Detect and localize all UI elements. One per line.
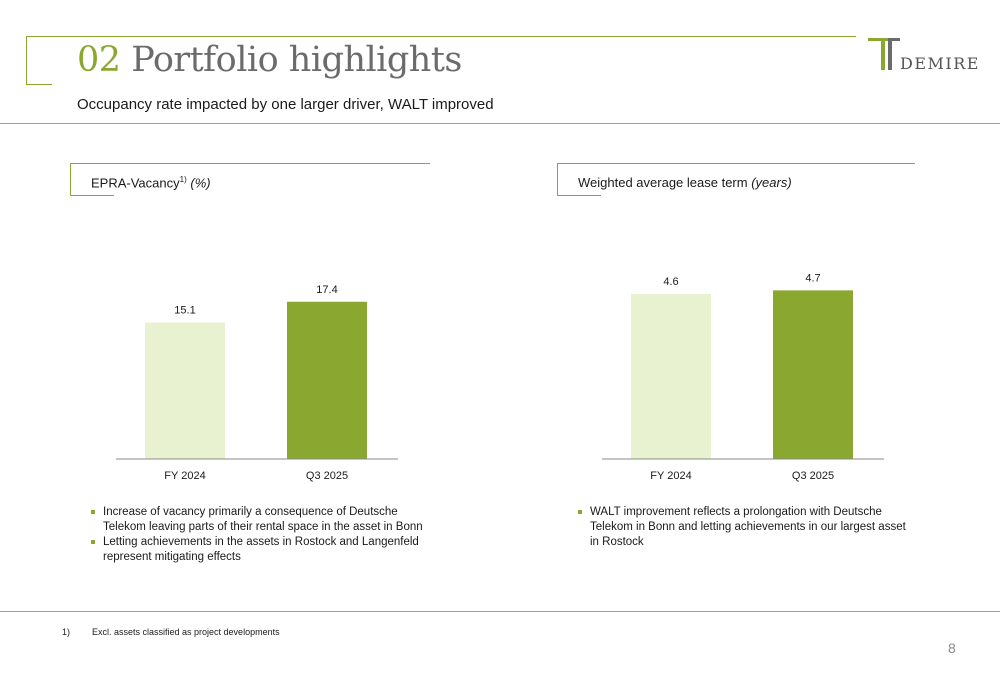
x-tick-label: Q3 2025 xyxy=(792,470,834,482)
header-divider xyxy=(0,123,1000,124)
data-label: 4.6 xyxy=(663,276,678,288)
logo-text: DEMIRE xyxy=(900,54,980,73)
section-frame-line xyxy=(557,163,915,164)
walt-bullet-list: WALT improvement reflects a prolongation… xyxy=(578,505,908,550)
x-tick-label: FY 2024 xyxy=(650,470,691,482)
list-item: Increase of vacancy primarily a conseque… xyxy=(91,505,436,535)
title-text: Portfolio highlights xyxy=(131,40,462,80)
data-label: 15.1 xyxy=(174,305,195,317)
vacancy-bar-chart: 15.1 FY 2024 17.4 Q3 2025 xyxy=(116,284,398,482)
walt-bar-chart: 4.6 FY 2024 4.7 Q3 2025 xyxy=(602,272,884,482)
footnote: 1) Excl. assets classified as project dev… xyxy=(62,627,280,637)
page-number: 8 xyxy=(948,640,956,656)
x-tick-label: FY 2024 xyxy=(164,470,205,482)
section-frame-line xyxy=(557,163,558,195)
section-frame-line xyxy=(70,163,71,195)
bar-q3-2025 xyxy=(773,290,853,459)
title-frame-line xyxy=(26,36,27,84)
list-item: Letting achievements in the assets in Ro… xyxy=(91,535,436,565)
title-frame-line xyxy=(26,36,856,37)
section-frame-line xyxy=(557,195,601,196)
page-title: 02 Portfolio highlights xyxy=(77,40,462,80)
footer-divider xyxy=(0,611,1000,612)
page-subtitle: Occupancy rate impacted by one larger dr… xyxy=(77,96,494,113)
list-item: WALT improvement reflects a prolongation… xyxy=(578,505,908,550)
section-frame-line xyxy=(70,163,430,164)
vacancy-chart-title: EPRA-Vacancy1) (%) xyxy=(91,175,211,191)
bar-fy-2024 xyxy=(631,293,711,459)
title-frame-line xyxy=(26,84,52,85)
bar-q3-2025 xyxy=(287,301,367,459)
walt-chart-title: Weighted average lease term (years) xyxy=(578,175,792,190)
section-number: 02 xyxy=(77,40,121,80)
x-tick-label: Q3 2025 xyxy=(306,470,348,482)
vacancy-bullet-list: Increase of vacancy primarily a conseque… xyxy=(91,505,436,565)
demire-logo-icon xyxy=(868,38,900,70)
data-label: 4.7 xyxy=(805,272,820,284)
section-frame-line xyxy=(70,195,114,196)
bar-fy-2024 xyxy=(145,322,225,459)
data-label: 17.4 xyxy=(316,284,337,296)
